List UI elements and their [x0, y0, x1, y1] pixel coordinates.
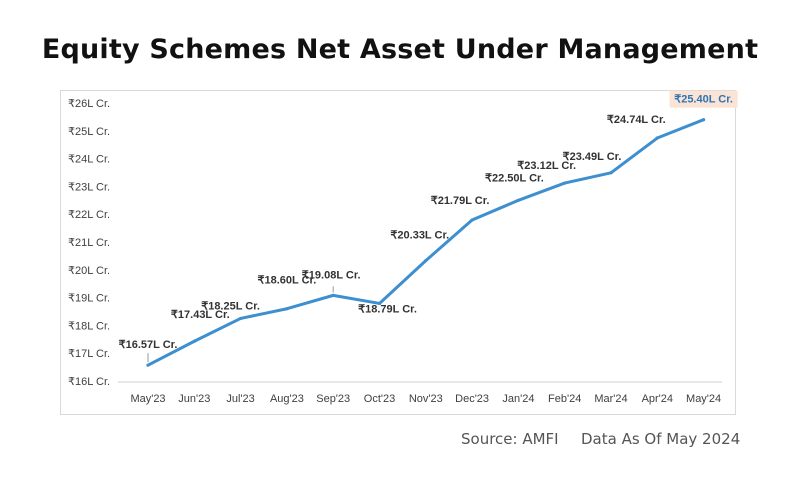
- y-tick-label: ₹18L Cr.: [68, 320, 110, 332]
- y-tick-label: ₹23L Cr.: [68, 181, 110, 193]
- x-tick-label: Jun'23: [178, 393, 210, 405]
- data-label: ₹24.74L Cr.: [607, 114, 666, 126]
- x-tick-label: Nov'23: [409, 393, 443, 405]
- data-label: ₹23.49L Cr.: [563, 151, 622, 163]
- source-note: Source: AMFI: [461, 430, 559, 448]
- data-point: [239, 316, 243, 321]
- data-point: [377, 301, 382, 306]
- data-point: [516, 198, 521, 202]
- data-label-highlight: [669, 90, 738, 108]
- data-point: [470, 218, 474, 222]
- y-tick-label: ₹19L Cr.: [68, 293, 110, 305]
- data-label: ₹22.50L Cr.: [485, 172, 544, 184]
- data-label: ₹18.25L Cr.: [201, 300, 260, 312]
- data-point: [609, 171, 613, 175]
- x-tick-label: Apr'24: [642, 393, 673, 405]
- data-as-of-note: Data As Of May 2024: [581, 430, 741, 448]
- data-point: [655, 136, 659, 140]
- x-tick-label: Oct'23: [364, 393, 395, 405]
- data-label: ₹25.40L Cr.: [674, 94, 733, 106]
- data-label: ₹17.43L Cr.: [171, 309, 230, 321]
- data-point: [702, 118, 706, 122]
- data-label: ₹19.08L Cr.: [302, 269, 361, 281]
- x-tick-label: Jul'23: [226, 393, 254, 405]
- x-tick-label: May'23: [130, 393, 165, 405]
- chart-title: Equity Schemes Net Asset Under Managemen…: [41, 34, 759, 65]
- y-tick-label: ₹25L Cr.: [68, 126, 110, 138]
- x-tick-label: Feb'24: [548, 393, 581, 405]
- y-tick-label: ₹24L Cr.: [68, 154, 110, 166]
- x-tick-label: Dec'23: [455, 393, 489, 405]
- y-tick-label: ₹16L Cr.: [68, 376, 110, 388]
- data-point: [285, 307, 289, 311]
- y-tick-label: ₹17L Cr.: [68, 348, 110, 360]
- data-point: [192, 339, 196, 343]
- data-label: ₹21.79L Cr.: [431, 195, 490, 207]
- x-tick-label: Mar'24: [594, 393, 627, 405]
- data-point: [563, 181, 567, 185]
- y-tick-label: ₹22L Cr.: [68, 209, 110, 221]
- x-tick-label: May'24: [686, 393, 721, 405]
- data-label: ₹23.12L Cr.: [517, 160, 576, 172]
- y-tick-label: ₹26L Cr.: [68, 98, 110, 110]
- data-point: [146, 363, 150, 367]
- x-tick-label: Sep'23: [316, 393, 350, 405]
- data-point: [331, 293, 335, 297]
- data-label: ₹20.33L Cr.: [390, 230, 449, 242]
- y-tick-label: ₹20L Cr.: [68, 265, 110, 277]
- data-label: ₹18.79L Cr.: [358, 303, 417, 315]
- y-tick-label: ₹21L Cr.: [68, 237, 110, 249]
- x-tick-label: Aug'23: [270, 393, 304, 405]
- data-label: ₹16.57L Cr.: [119, 339, 178, 351]
- chart-frame: [60, 90, 736, 415]
- x-tick-label: Jan'24: [502, 393, 534, 405]
- data-label: ₹18.60L Cr.: [258, 275, 317, 287]
- data-point: [424, 259, 428, 263]
